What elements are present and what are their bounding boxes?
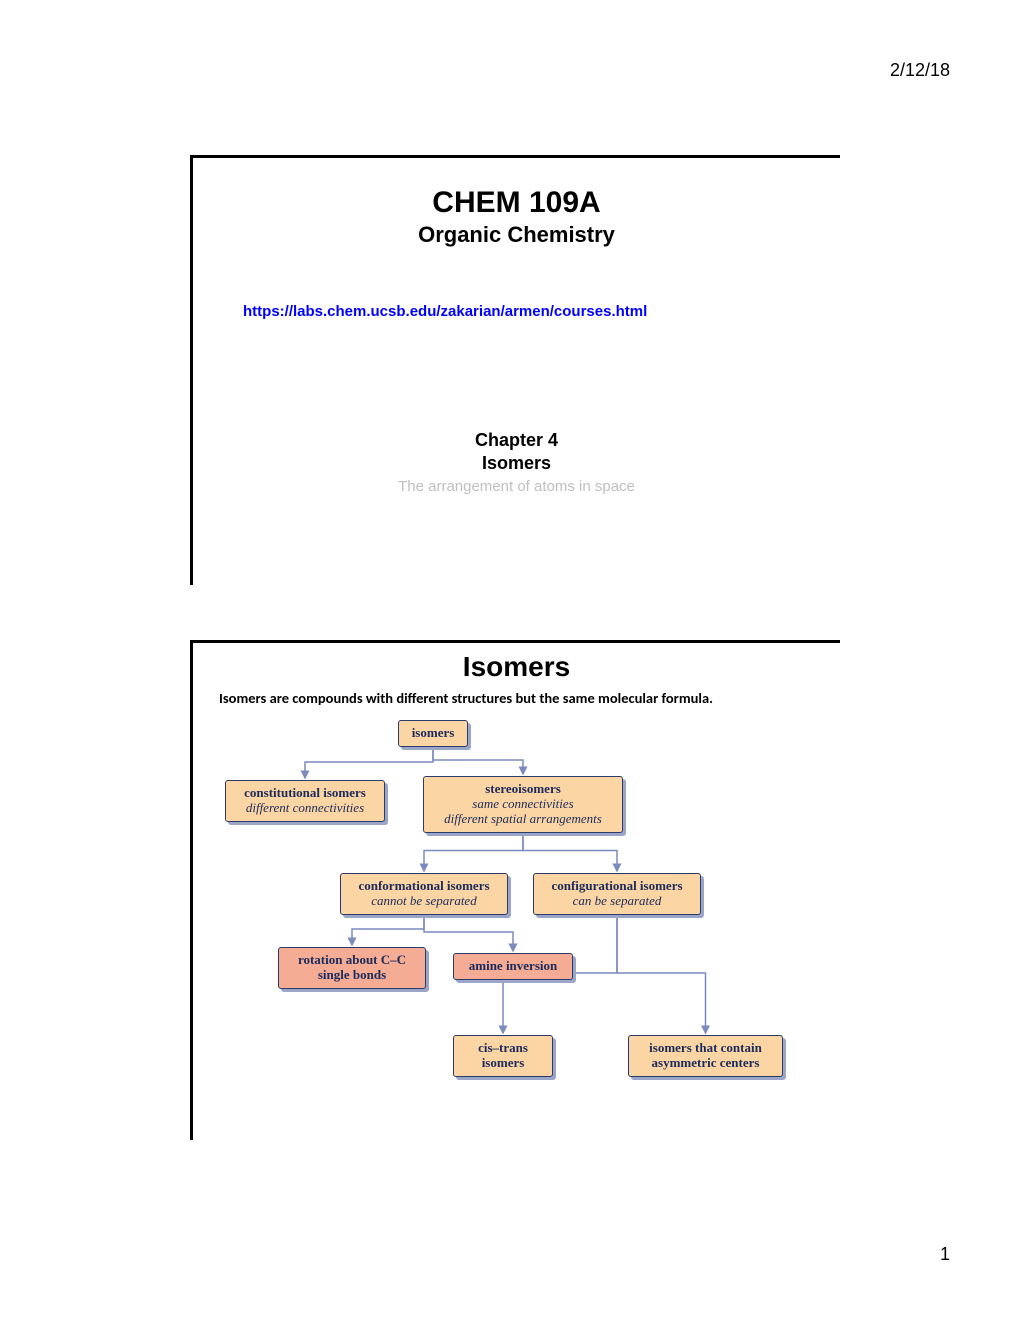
node-constitutional: constitutional isomersdifferent connecti… <box>225 780 385 822</box>
chapter-label: Chapter 4 <box>213 430 820 451</box>
slide-2: Isomers Isomers are compounds with diffe… <box>190 640 840 1140</box>
isomers-flowchart: isomers constitutional isomersdifferent c… <box>213 715 813 1105</box>
node-configurational: configurational isomerscan be separated <box>533 873 701 915</box>
page-date: 2/12/18 <box>890 60 950 81</box>
node-isomers: isomers <box>398 720 468 747</box>
course-title: CHEM 109A <box>213 186 820 220</box>
chapter-topic: Isomers <box>213 453 820 474</box>
node-rotation: rotation about C–C single bonds <box>278 947 426 989</box>
chapter-tagline: The arrangement of atoms in space <box>213 478 820 495</box>
node-conformational: conformational isomerscannot be separate… <box>340 873 508 915</box>
node-amine: amine inversion <box>453 953 573 980</box>
slide-1: CHEM 109A Organic Chemistry https://labs… <box>190 155 840 585</box>
node-cistrans: cis–trans isomers <box>453 1035 553 1077</box>
course-link[interactable]: https://labs.chem.ucsb.edu/zakarian/arme… <box>243 303 820 320</box>
node-stereo: stereoisomerssame connectivitiesdifferen… <box>423 776 623 833</box>
page-number: 1 <box>940 1244 950 1265</box>
slide2-title: Isomers <box>213 651 820 683</box>
course-subtitle: Organic Chemistry <box>213 222 820 248</box>
slide2-subtitle: Isomers are compounds with different str… <box>219 689 820 707</box>
node-asymmetric: isomers that contain asymmetric centers <box>628 1035 783 1077</box>
